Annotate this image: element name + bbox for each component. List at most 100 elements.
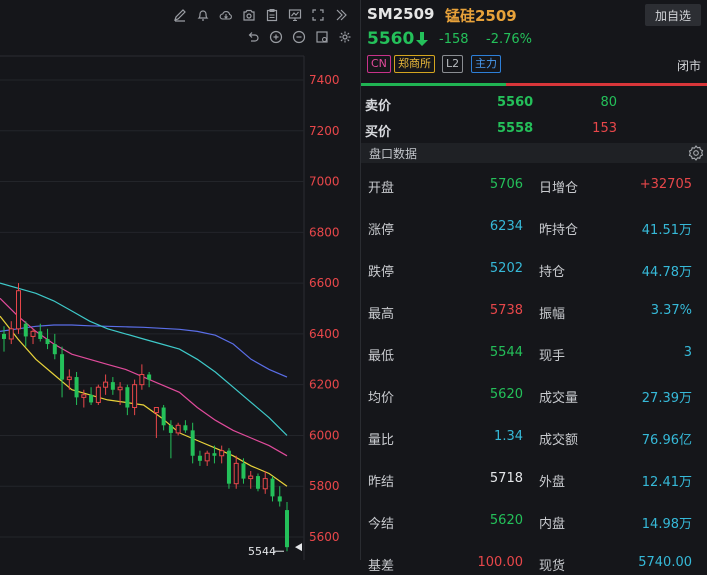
camera-icon[interactable] <box>237 5 260 25</box>
tag-exchange[interactable]: 郑商所 <box>394 55 435 73</box>
candle-body <box>103 381 109 388</box>
y-tick-label: 6800 <box>309 225 340 239</box>
candle-body <box>60 354 65 380</box>
candle-body <box>204 452 210 462</box>
stat-value: 1.34 <box>494 429 523 444</box>
tag-main-contract[interactable]: 主力 <box>471 55 501 73</box>
stat-value: 76.96亿 <box>641 433 692 448</box>
stat-label: 开盘 <box>368 181 395 196</box>
tag-l2[interactable]: L2 <box>442 55 464 73</box>
candle-body <box>125 387 130 408</box>
zoom-in-icon[interactable] <box>264 27 287 47</box>
undo-icon[interactable] <box>241 27 264 47</box>
y-tick-label: 6200 <box>309 378 340 392</box>
candle-body <box>110 382 115 390</box>
stats-row: 最高 5738 振幅 3.37% <box>361 299 707 323</box>
quote-panel: SM2509 锰硅2509 加自选 5560 -158 -2.76% CN 郑商… <box>361 0 707 574</box>
stat-value: 5740.00 <box>638 555 692 570</box>
last-price-marker-icon <box>295 543 302 552</box>
gear-icon[interactable] <box>688 145 704 161</box>
bid-price: 5558 <box>497 121 534 136</box>
section-header: 盘口数据 <box>361 143 707 163</box>
stat-value: 5738 <box>489 303 523 318</box>
tag-cn[interactable]: CN <box>367 55 391 73</box>
clipboard-icon[interactable] <box>260 5 283 25</box>
candle-body <box>270 478 275 497</box>
fullscreen-icon[interactable] <box>306 5 329 25</box>
y-tick-label: 7000 <box>309 175 340 189</box>
chart-toolbar-bottom <box>241 27 356 47</box>
candle-body <box>30 330 36 337</box>
candle-body <box>183 425 188 431</box>
cloud-icon[interactable] <box>214 5 237 25</box>
stats-row: 最低 5544 现手 3 <box>361 341 707 365</box>
kline-chart[interactable]: 7400 7200 7000 6800 6600 6400 6200 6000 5800 5600… <box>0 0 360 560</box>
ask-price: 5560 <box>497 95 534 110</box>
stats-row: 跌停 5202 持仓 44.78万 <box>361 257 707 281</box>
ask-volume: 80 <box>600 95 617 110</box>
candle-body <box>248 475 254 480</box>
settings-window-icon[interactable] <box>310 27 333 47</box>
pencil-icon[interactable] <box>168 5 191 25</box>
stat-label: 振幅 <box>539 307 566 322</box>
stat-label: 昨持仓 <box>539 223 579 238</box>
candle-body <box>95 386 101 403</box>
low-price-label: 5544 <box>248 545 276 558</box>
candle-body <box>52 344 57 355</box>
stat-label: 内盘 <box>539 517 566 532</box>
candle-body <box>147 374 152 380</box>
y-tick-label: 6400 <box>309 327 340 341</box>
candle-body <box>81 394 87 398</box>
pane-divider <box>360 0 361 560</box>
stat-value: 44.78万 <box>641 265 692 280</box>
candle-body <box>23 323 28 337</box>
stats-row: 量比 1.34 成交额 76.96亿 <box>361 425 707 449</box>
stat-value: 5202 <box>489 261 523 276</box>
chart-toolbar-top <box>168 5 352 25</box>
gear-icon[interactable] <box>333 27 356 47</box>
stat-value: 3 <box>683 345 692 360</box>
candle-body <box>132 384 138 409</box>
bell-icon[interactable] <box>191 5 214 25</box>
candle-body <box>117 386 123 391</box>
bid-label: 买价 <box>365 125 392 140</box>
stat-value: 3.37% <box>650 303 692 318</box>
orderbook-bid-row: 买价 5558 153 <box>361 117 707 141</box>
stat-value: 12.41万 <box>641 475 692 490</box>
y-tick-label: 7400 <box>309 73 340 87</box>
stat-label: 成交量 <box>539 391 579 406</box>
candle-body <box>190 430 195 456</box>
collapse-right-icon[interactable] <box>329 5 352 25</box>
candle-body <box>89 394 94 403</box>
stat-label: 外盘 <box>539 475 566 490</box>
stat-label: 持仓 <box>539 265 566 280</box>
stat-value: 41.51万 <box>641 223 692 238</box>
candle-body <box>2 333 6 339</box>
kline-chart-pane[interactable]: 7400 7200 7000 6800 6600 6400 6200 6000 5800 5600… <box>0 0 360 560</box>
stat-value: 100.00 <box>477 555 524 570</box>
stat-value: 5620 <box>489 513 523 528</box>
candle-body <box>212 453 217 456</box>
stat-value: 5706 <box>489 177 523 192</box>
buy-sell-ratio-green <box>361 83 506 86</box>
price-change: -158 <box>439 32 469 47</box>
stats-row: 开盘 5706 日增仓 +32705 <box>361 173 707 197</box>
stats-row: 基差 100.00 现货 5740.00 <box>361 551 707 575</box>
orderbook-ask-row: 卖价 5560 80 <box>361 91 707 115</box>
section-title: 盘口数据 <box>369 147 418 161</box>
stat-value: 5544 <box>489 345 523 360</box>
add-watchlist-button[interactable]: 加自选 <box>645 4 701 26</box>
stat-value: 5620 <box>489 387 523 402</box>
ma-line-0 <box>0 324 288 378</box>
stat-label: 基差 <box>368 559 395 574</box>
monitor-icon[interactable] <box>283 5 306 25</box>
candle-body <box>226 450 231 484</box>
candle-body <box>38 331 43 339</box>
stat-value: +32705 <box>639 177 692 192</box>
zoom-out-icon[interactable] <box>287 27 310 47</box>
stat-value: 27.39万 <box>641 391 692 406</box>
stat-label: 今结 <box>368 517 395 532</box>
candle-body <box>233 462 239 485</box>
stat-label: 最高 <box>368 307 395 322</box>
stat-label: 昨结 <box>368 475 395 490</box>
